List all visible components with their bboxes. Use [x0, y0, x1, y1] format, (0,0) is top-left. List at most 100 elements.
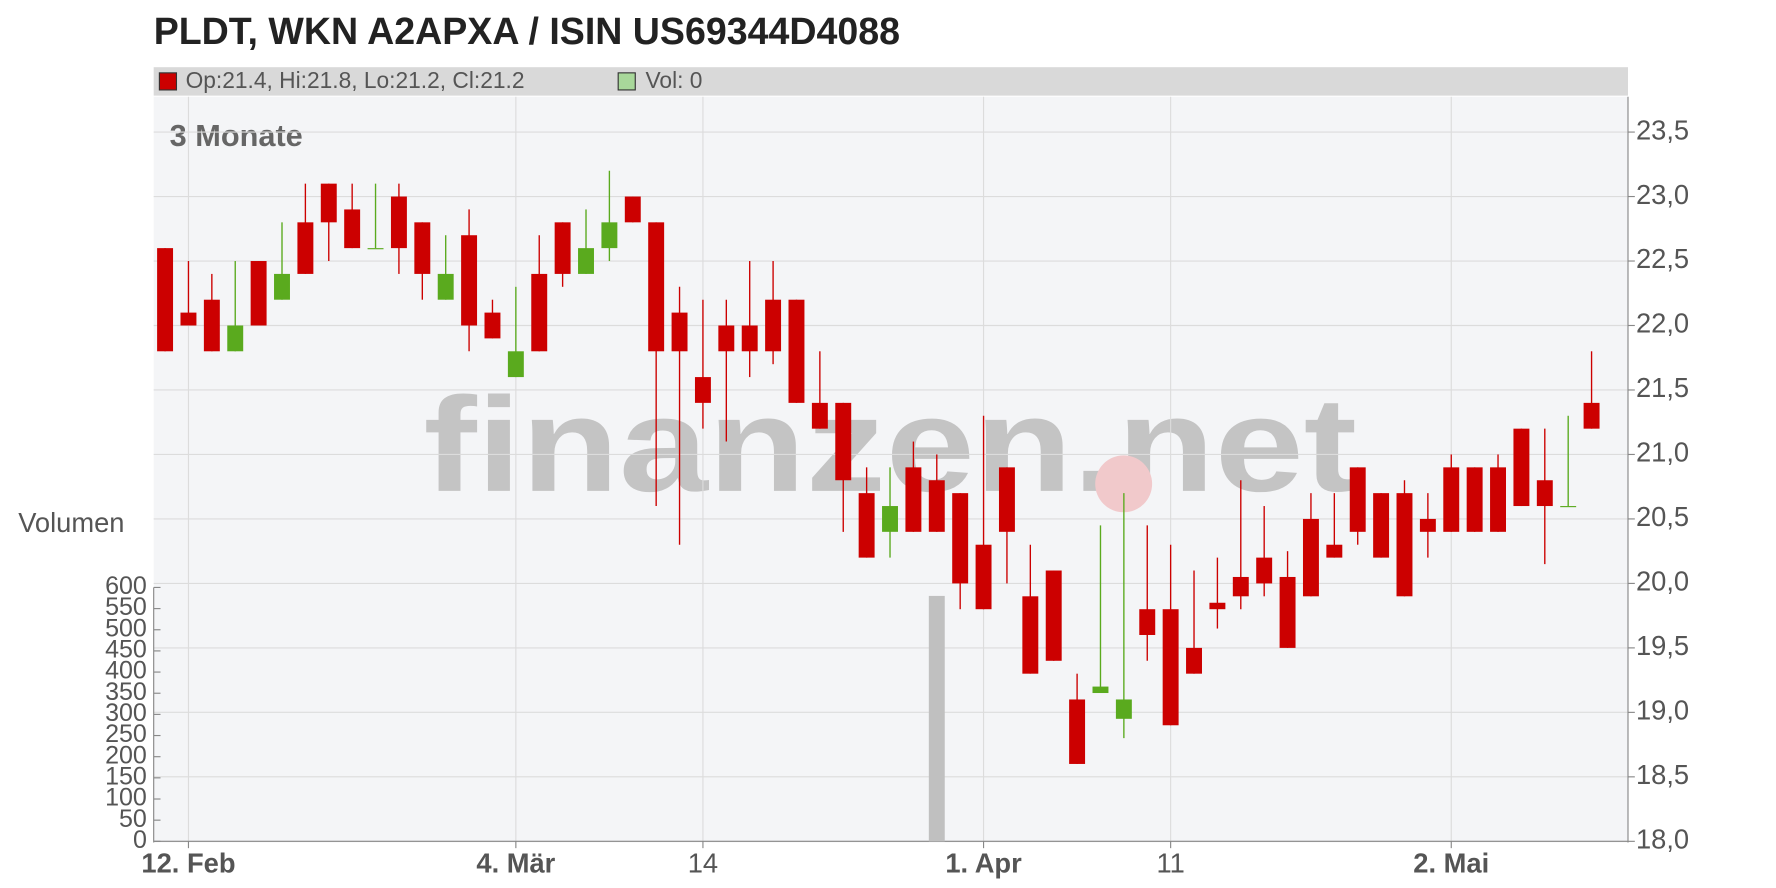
y-tick-label: 22,5: [1636, 243, 1689, 274]
candle-body: [1069, 699, 1086, 764]
candle-body: [1373, 493, 1390, 558]
grid: 18,0 18,5 19,0 19,5 20,0 20,5 21,0 21,5 22,0 22,5…: [105, 96, 1689, 878]
candle-body: [157, 248, 174, 352]
y-tick-label: 22,0: [1636, 308, 1689, 339]
candle-body: [1326, 544, 1343, 558]
candle-body: [1513, 428, 1530, 507]
y-tick-label: 23,5: [1636, 114, 1689, 145]
candle-body: [1302, 518, 1319, 597]
candle-body: [437, 273, 454, 300]
candle-body: [928, 480, 945, 532]
y2-tick-label: 600: [105, 572, 147, 600]
candle-body: [390, 196, 407, 249]
candle-body: [1536, 480, 1553, 507]
y-tick-label: 18,5: [1636, 759, 1689, 790]
y2-tick-label: 150: [105, 762, 147, 790]
candle-body: [858, 493, 875, 558]
candle-body: [1186, 647, 1202, 674]
candle-body: [554, 222, 571, 274]
candle-body: [1022, 596, 1039, 674]
candle-body: [1560, 506, 1577, 508]
candle-body: [578, 248, 594, 274]
candle-body: [835, 402, 852, 481]
candle-body: [1256, 557, 1273, 584]
candle-body: [1092, 686, 1109, 694]
x-tick-label: 2. Mai: [1413, 847, 1489, 878]
candle-body: [671, 312, 688, 352]
candle-body: [998, 467, 1015, 532]
candle-body: [1349, 467, 1366, 532]
candle-body: [1419, 518, 1436, 532]
x-tick-label: 4. Mär: [476, 847, 555, 878]
candle-body: [1583, 402, 1600, 429]
volume-bar: [928, 595, 945, 842]
candle-body: [297, 222, 314, 274]
candle-body: [274, 273, 290, 300]
y-tick-label: 20,5: [1636, 501, 1689, 532]
y2-tick-label: 50: [119, 805, 147, 833]
period-label: 3 Monate: [170, 118, 303, 153]
legend-bar: [153, 67, 1629, 96]
y2-tick-label: 100: [105, 784, 147, 812]
candle-body: [624, 196, 641, 223]
marks: [157, 170, 1600, 842]
y2-tick-label: 0: [133, 826, 147, 854]
candle-body: [905, 467, 922, 532]
candle-body: [1139, 609, 1156, 635]
y2-tick-label: 400: [105, 657, 147, 685]
candle-body: [180, 312, 197, 326]
y-tick-label: 23,0: [1636, 179, 1689, 210]
y2-tick-label: 300: [105, 699, 147, 727]
y2-tick-label: 350: [105, 678, 147, 706]
candle-body: [531, 273, 548, 352]
candle-body: [367, 248, 384, 250]
x-tick-label: 14: [688, 847, 718, 878]
candle-body: [461, 235, 478, 326]
y-tick-label: 19,0: [1636, 695, 1689, 726]
candle-body: [788, 299, 805, 403]
candle-body: [694, 377, 711, 403]
candle-body: [344, 209, 361, 249]
candle-body: [648, 222, 665, 352]
y2-tick-label: 500: [105, 614, 147, 642]
legend-text: Op:21.4, Hi:21.8, Lo:21.2, Cl:21.2: [186, 67, 525, 93]
y-tick-label: 18,0: [1636, 824, 1689, 855]
legend-swatch: [158, 72, 178, 91]
x-tick-label: 1. Apr: [945, 847, 1022, 878]
candle-body: [1115, 699, 1132, 719]
y2-tick-label: 550: [105, 593, 147, 621]
y-tick-label: 20,0: [1636, 566, 1689, 597]
candle-body: [1232, 576, 1249, 597]
candle-body: [811, 402, 828, 429]
candle-body: [1490, 467, 1506, 532]
y2-tick-label: 250: [105, 720, 147, 748]
y2-tick-label: 450: [105, 636, 147, 664]
watermark-dot: [1095, 455, 1153, 513]
y-tick-label: 19,5: [1636, 630, 1689, 661]
candle-body: [1209, 602, 1226, 610]
volume-label: Volumen: [18, 507, 124, 538]
y2-tick-label: 200: [105, 741, 147, 769]
x-tick-label: 12. Feb: [141, 847, 235, 878]
x-tick-label: 11: [1156, 847, 1184, 878]
candle-body: [1045, 570, 1062, 661]
candle-body: [414, 222, 431, 274]
candle-body: [1396, 493, 1413, 597]
candle-body: [250, 261, 267, 326]
candle-body: [1466, 467, 1483, 532]
legend-swatch: [617, 72, 636, 91]
candle-body: [952, 493, 969, 584]
candle-body: [1279, 576, 1296, 648]
chart-title: PLDT, WKN A2APXA / ISIN US69344D4088: [154, 10, 900, 52]
candle-body: [1443, 467, 1460, 532]
candle-body: [484, 312, 501, 339]
y-tick-label: 21,5: [1636, 372, 1689, 403]
candle-body: [765, 299, 782, 352]
candle-body: [227, 325, 244, 352]
candle-body: [882, 506, 898, 532]
legend-text: Vol: 0: [646, 67, 703, 93]
candle-body: [741, 325, 758, 352]
candle-body: [601, 222, 618, 249]
